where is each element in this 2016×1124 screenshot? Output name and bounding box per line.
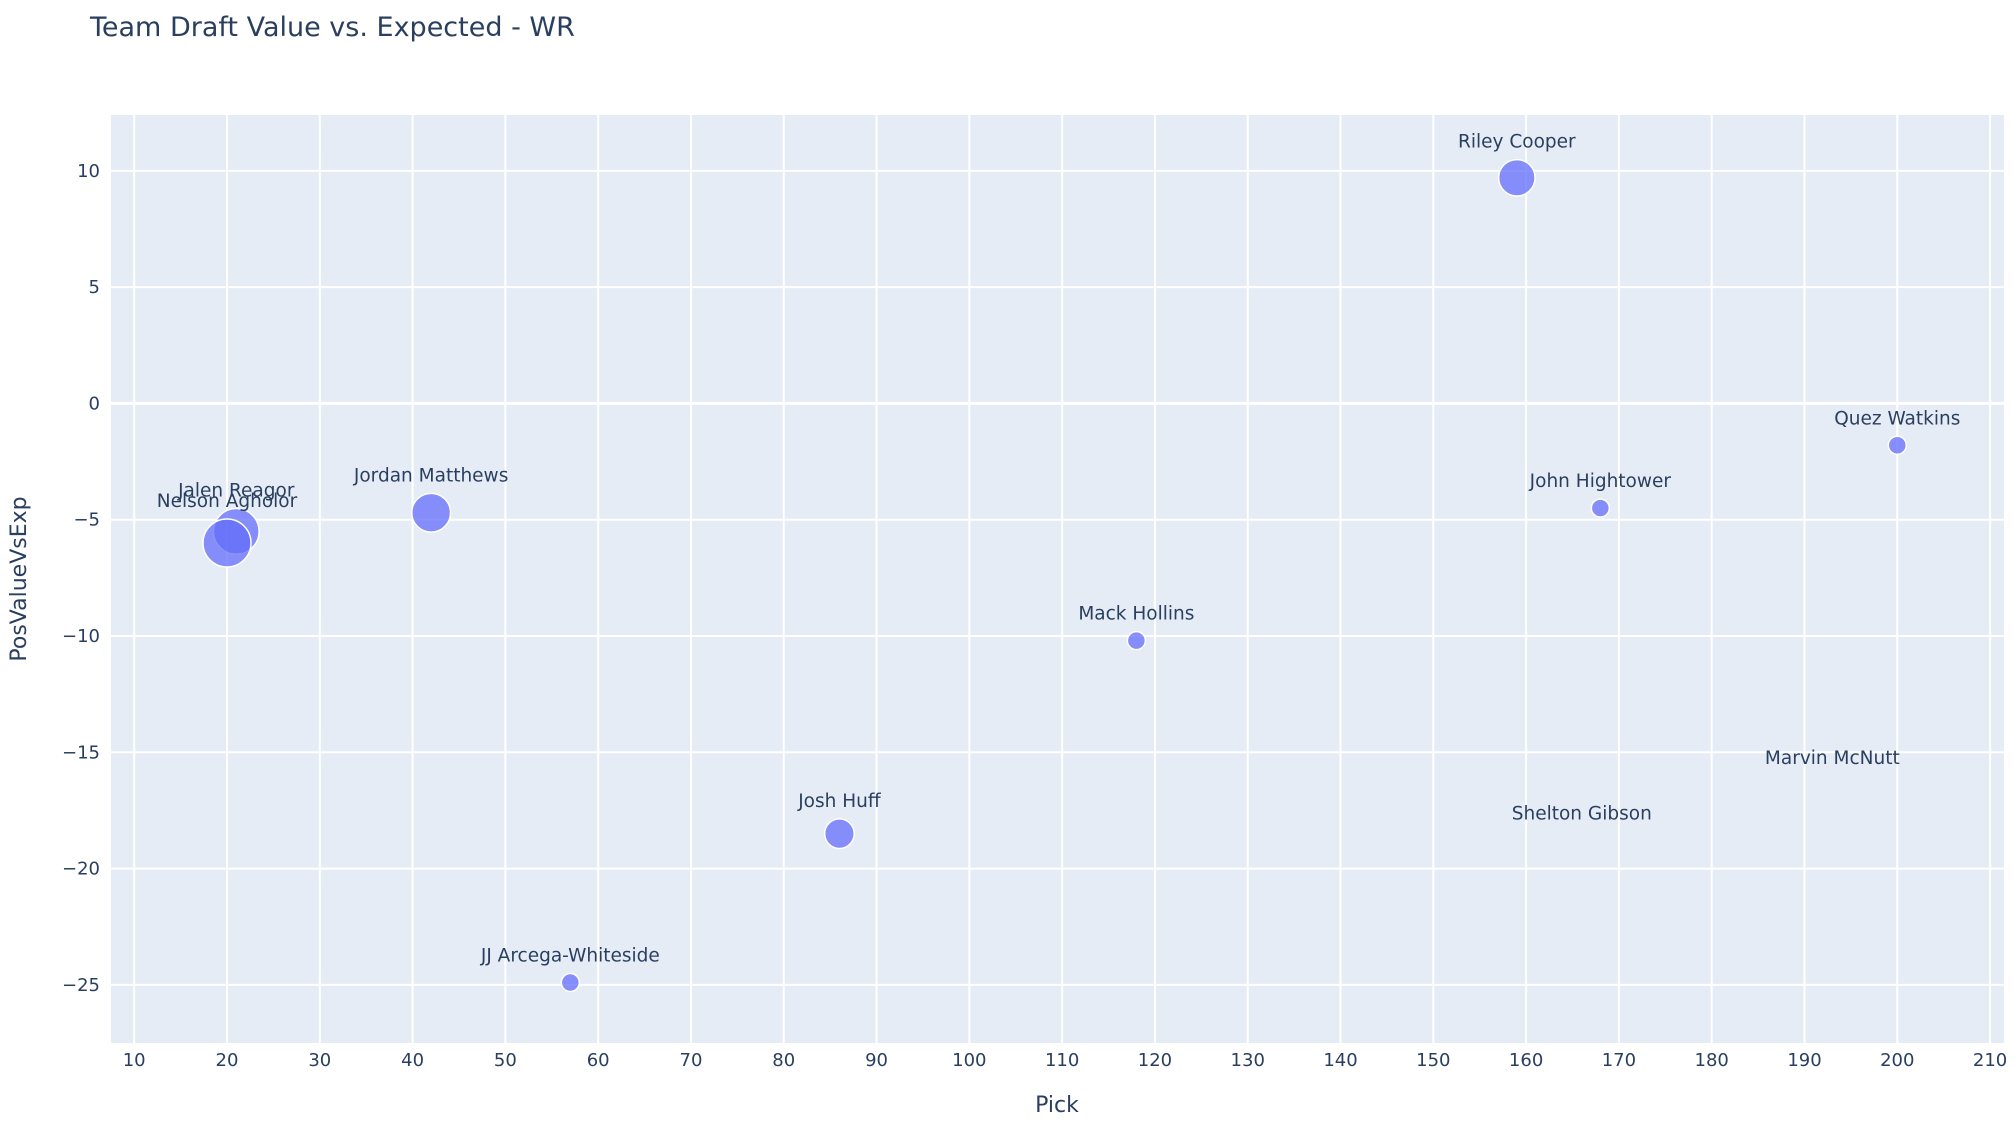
x-tick-label: 200	[1880, 1050, 1914, 1071]
point-label: Shelton Gibson	[1512, 804, 1652, 825]
x-tick-label: 100	[952, 1050, 986, 1071]
y-tick-labels: 10 5 0 −5 −10 −15 −20 −25	[62, 161, 100, 996]
data-point	[1497, 158, 1536, 197]
x-tick-label: 40	[401, 1050, 424, 1071]
y-tick-label: −5	[73, 510, 100, 531]
point-label: JJ Arcega-Whiteside	[480, 946, 660, 967]
data-point	[823, 818, 855, 850]
x-axis-title: Pick	[1035, 1093, 1079, 1118]
x-tick-label: 170	[1602, 1050, 1636, 1071]
y-tick-label: −10	[62, 626, 100, 647]
data-point	[560, 972, 581, 993]
chart-title: Team Draft Value vs. Expected - WR	[89, 12, 575, 43]
x-tick-label: 30	[308, 1050, 331, 1071]
point-label: Josh Huff	[797, 791, 882, 812]
x-tick-label: 10	[123, 1050, 146, 1071]
x-tick-label: 50	[494, 1050, 517, 1071]
x-tick-label: 150	[1416, 1050, 1450, 1071]
data-point	[1126, 630, 1147, 651]
y-axis-title: PosValueVsExp	[7, 496, 32, 661]
y-tick-label: −15	[62, 742, 100, 763]
point-label: Marvin McNutt	[1765, 748, 1900, 769]
x-tick-label: 90	[865, 1050, 888, 1071]
data-points	[202, 158, 1908, 993]
data-point	[1590, 498, 1611, 518]
x-tick-label: 120	[1138, 1050, 1172, 1071]
x-tick-label: 160	[1509, 1050, 1543, 1071]
point-label: Quez Watkins	[1834, 408, 1960, 429]
point-label: John Hightower	[1529, 471, 1672, 492]
y-tick-label: 0	[89, 393, 100, 414]
point-label: Riley Cooper	[1458, 132, 1576, 153]
x-tick-label: 110	[1045, 1050, 1079, 1071]
x-tick-label: 140	[1323, 1050, 1357, 1071]
data-point	[411, 492, 452, 533]
x-tick-label: 20	[216, 1050, 239, 1071]
x-tick-label: 190	[1787, 1050, 1821, 1071]
y-tick-label: −20	[62, 859, 100, 880]
y-tick-label: 5	[89, 277, 100, 298]
point-label: Mack Hollins	[1078, 604, 1194, 625]
point-label: Jordan Matthews	[353, 465, 508, 486]
x-tick-label: 180	[1695, 1050, 1729, 1071]
plot-background	[111, 115, 2004, 1043]
point-labels: Riley Cooper Quez Watkins John Hightower Jo…	[157, 132, 1961, 967]
data-point	[1887, 435, 1908, 456]
point-label: Nelson Agholor	[157, 491, 298, 512]
y-tick-label: 10	[77, 161, 100, 182]
x-tick-label: 210	[1973, 1050, 2007, 1071]
grid	[111, 115, 2004, 1043]
data-point	[202, 518, 252, 568]
y-tick-label: −25	[62, 975, 100, 996]
x-tick-label: 70	[680, 1050, 703, 1071]
x-tick-label: 130	[1231, 1050, 1265, 1071]
x-tick-labels: 10 20 30 40 50 60 70 80 90 100 110 120 130 140 150 160 1…	[123, 1050, 2008, 1071]
point-label: Jalen Reagor	[177, 480, 295, 501]
x-tick-label: 60	[587, 1050, 610, 1071]
x-tick-label: 80	[772, 1050, 795, 1071]
